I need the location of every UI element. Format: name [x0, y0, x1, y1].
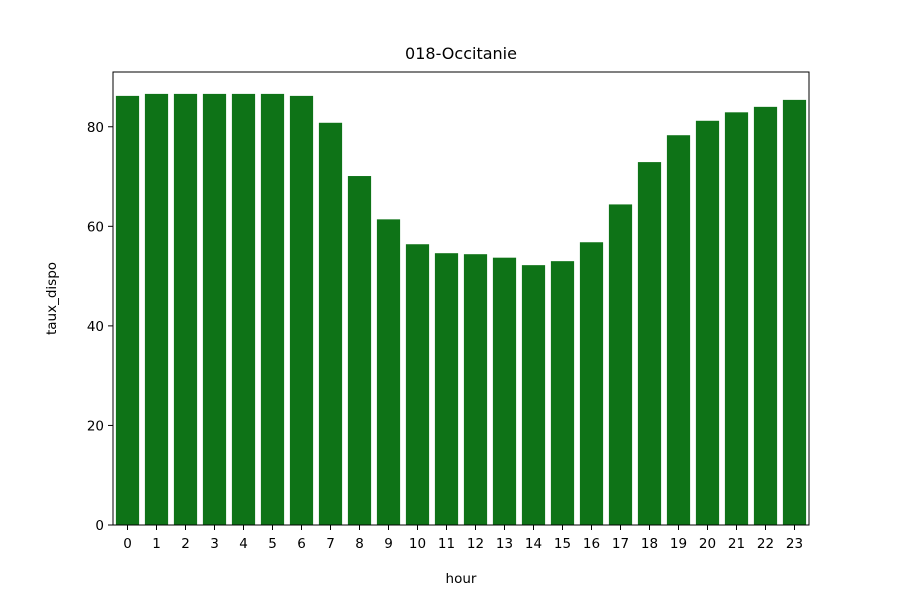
bar-hour-17: [608, 204, 633, 526]
x-tick-label: 15: [554, 536, 571, 552]
bar-hour-20: [695, 120, 720, 525]
bars-group: [115, 93, 807, 526]
bar-hour-9: [376, 219, 401, 525]
bar-hour-18: [637, 162, 662, 525]
x-tick-label: 19: [670, 536, 687, 552]
bar-hour-1: [144, 93, 169, 526]
x-tick-label: 7: [326, 536, 335, 552]
x-tick-label: 21: [728, 536, 745, 552]
bar-hour-8: [347, 176, 372, 526]
y-axis: 0 20 40 60 80: [87, 120, 113, 534]
x-axis: 0 1 2 3 4 5 6 7 8 9 10 11 12 13 14 15 16 17 18 19 20 21 22 23: [123, 525, 803, 552]
bar-hour-10: [405, 244, 430, 526]
x-tick-label: 14: [525, 536, 542, 552]
x-tick-label: 3: [210, 536, 219, 552]
x-tick-label: 4: [239, 536, 248, 552]
x-tick-label: 22: [757, 536, 774, 552]
x-tick-label: 2: [181, 536, 190, 552]
bar-hour-22: [753, 106, 778, 525]
bar-hour-12: [463, 254, 488, 525]
bar-hour-14: [521, 265, 546, 525]
y-tick-label: 20: [87, 418, 104, 434]
x-tick-label: 1: [152, 536, 161, 552]
bar-hour-16: [579, 242, 604, 525]
x-tick-label: 13: [496, 536, 513, 552]
bar-hour-0: [115, 95, 140, 525]
x-tick-label: 6: [297, 536, 306, 552]
plot-frame: [112, 71, 810, 526]
bar-hour-3: [202, 93, 227, 526]
y-axis-label: taux_dispo: [44, 262, 60, 335]
x-tick-label: 8: [355, 536, 364, 552]
x-tick-label: 23: [786, 536, 803, 552]
y-tick-label: 60: [87, 219, 104, 235]
bar-hour-15: [550, 261, 575, 525]
bar-hour-13: [492, 257, 517, 525]
bar-hour-4: [231, 93, 256, 526]
x-tick-label: 20: [699, 536, 716, 552]
x-tick-label: 10: [409, 536, 426, 552]
bar-hour-2: [173, 93, 198, 526]
x-tick-label: 12: [467, 536, 484, 552]
bar-hour-7: [318, 122, 343, 525]
bar-hour-5: [260, 93, 285, 526]
x-tick-label: 17: [612, 536, 629, 552]
bar-hour-19: [666, 135, 691, 525]
bar-hour-23: [782, 99, 807, 525]
bar-hour-21: [724, 112, 749, 525]
x-tick-label: 5: [268, 536, 277, 552]
x-tick-label: 0: [123, 536, 132, 552]
x-tick-label: 18: [641, 536, 658, 552]
chart-title: 018-Occitanie: [405, 44, 517, 63]
y-tick-label: 0: [95, 518, 104, 534]
x-axis-label: hour: [446, 571, 477, 587]
y-tick-label: 80: [87, 120, 104, 136]
x-tick-label: 11: [438, 536, 455, 552]
y-tick-label: 40: [87, 319, 104, 335]
x-tick-label: 16: [583, 536, 600, 552]
bar-hour-6: [289, 95, 314, 525]
bar-hour-11: [434, 253, 459, 525]
x-tick-label: 9: [384, 536, 393, 552]
